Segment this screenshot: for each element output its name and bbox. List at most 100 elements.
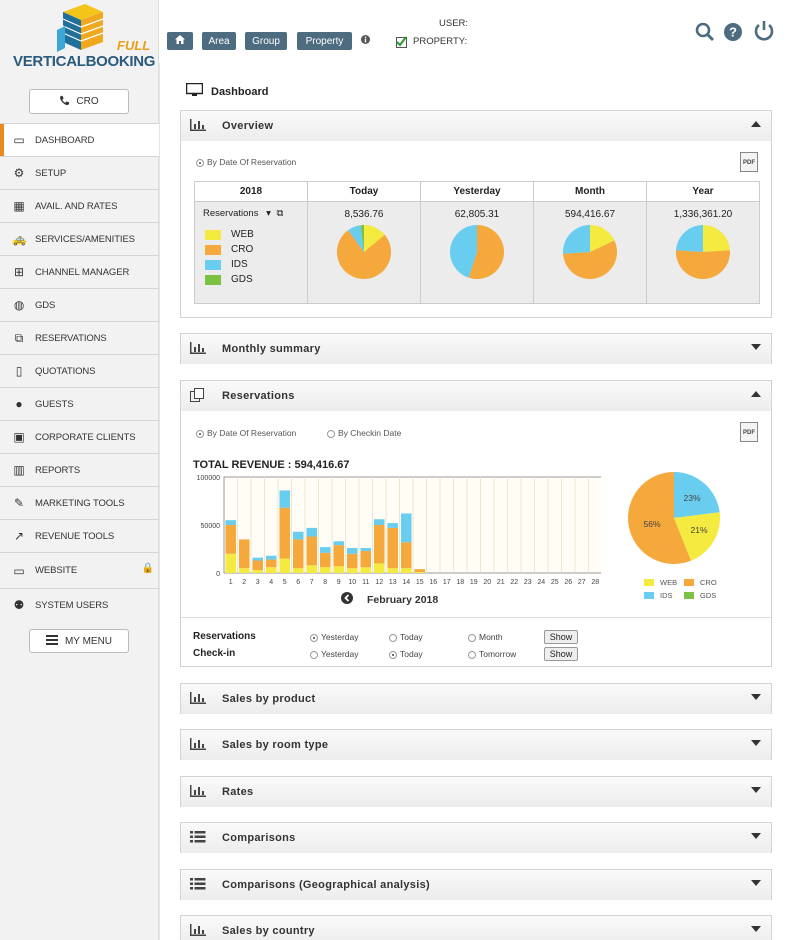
expand-caret-icon[interactable] — [751, 833, 761, 839]
sidebar-item-avail-and-rates[interactable]: ▦ AVAIL. AND RATES — [0, 189, 159, 222]
panel-header[interactable]: Sales by product — [181, 684, 771, 714]
home-button[interactable] — [167, 32, 193, 50]
overview-header[interactable]: Overview — [181, 111, 771, 141]
radio-button[interactable] — [196, 158, 204, 167]
sidebar-item-setup[interactable]: ⚙ SETUP — [0, 156, 159, 189]
pie-slice-cro — [628, 472, 691, 564]
sidebar-item-website[interactable]: ▭ WEBSITE 🔒 — [0, 552, 159, 588]
res-yesterday-option[interactable]: Yesterday — [310, 632, 359, 642]
bar-web-day-13 — [387, 568, 399, 573]
reservations-header[interactable]: Reservations — [181, 381, 771, 411]
radio-button[interactable] — [389, 650, 397, 659]
checkin-yesterday-option[interactable]: Yesterday — [310, 649, 359, 659]
sidebar-item-label: CHANNEL MANAGER — [35, 266, 130, 278]
panel-comparisons: Comparisons — [180, 822, 772, 853]
bar-cro-day-4 — [265, 559, 277, 568]
bar-web-day-5 — [279, 558, 291, 573]
area-button[interactable]: Area — [202, 32, 236, 50]
expand-caret-icon[interactable] — [751, 926, 761, 932]
res-today-option[interactable]: Today — [389, 632, 423, 642]
panel-header[interactable]: Comparisons — [181, 823, 771, 853]
sidebar-item-label: QUOTATIONS — [35, 365, 96, 377]
radio-button[interactable] — [310, 650, 318, 659]
pdf-export-icon[interactable]: PDF — [740, 152, 758, 172]
radio-button[interactable] — [389, 633, 397, 642]
sidebar-item-system-users[interactable]: ⚉ SYSTEM USERS — [0, 588, 159, 621]
radio-button[interactable] — [468, 650, 476, 659]
sidebar-item-revenue-tools[interactable]: ↗ REVENUE TOOLS — [0, 519, 159, 552]
table-icon: ▦ — [13, 199, 25, 213]
sidebar-item-quotations[interactable]: ▯ QUOTATIONS — [0, 354, 159, 387]
pie-slice-cro — [468, 225, 504, 279]
cro-button[interactable]: CRO — [29, 89, 129, 114]
collapse-caret-icon[interactable] — [751, 121, 761, 127]
property-button[interactable]: Property — [297, 32, 352, 50]
panel-header[interactable]: Comparisons (Geographical analysis) — [181, 870, 771, 900]
by-checkin-radio[interactable]: By Checkin Date — [327, 428, 401, 438]
panel-header[interactable]: Rates — [181, 777, 771, 807]
sidebar-item-services-amenities[interactable]: 🚕 SERVICES/AMENITIES — [0, 222, 159, 255]
radio-button[interactable] — [468, 633, 476, 642]
sidebar-item-reservations[interactable]: ⧉ RESERVATIONS — [0, 321, 159, 354]
monitor-icon — [185, 82, 204, 100]
bar-ids-day-1 — [225, 520, 237, 525]
show-reservations-button[interactable]: Show — [544, 630, 578, 644]
help-icon[interactable]: ? — [723, 22, 743, 45]
panel-header[interactable]: Sales by country — [181, 916, 771, 940]
bar-ids-day-9 — [333, 541, 345, 546]
x-tick-label: 17 — [443, 579, 451, 586]
search-icon[interactable] — [695, 22, 715, 45]
bar-web-day-2 — [238, 568, 250, 573]
sidebar-item-corporate-clients[interactable]: ▣ CORPORATE CLIENTS — [0, 420, 159, 453]
bar-web-day-14 — [400, 568, 412, 573]
overview-radio[interactable]: By Date Of Reservation — [196, 157, 296, 167]
res-month-option[interactable]: Month — [468, 632, 503, 642]
sidebar-item-label: SETUP — [35, 167, 67, 179]
expand-caret-icon[interactable] — [751, 344, 761, 350]
monthly-summary-header[interactable]: Monthly summary — [181, 334, 771, 364]
sidebar-item-gds[interactable]: ◍ GDS — [0, 288, 159, 321]
phone-icon — [59, 95, 70, 109]
radio-button[interactable] — [196, 429, 204, 438]
expand-caret-icon[interactable] — [751, 787, 761, 793]
radio-button[interactable] — [327, 429, 335, 438]
property-checkbox[interactable] — [396, 36, 407, 48]
expand-caret-icon[interactable] — [751, 694, 761, 700]
expand-caret-icon[interactable] — [751, 880, 761, 886]
panel-header[interactable]: Sales by room type — [181, 730, 771, 760]
pdf-export-icon[interactable]: PDF — [740, 422, 758, 442]
x-tick-label: 27 — [578, 579, 586, 586]
sidebar-item-marketing-tools[interactable]: ✎ MARKETING TOOLS — [0, 486, 159, 519]
my-menu-button[interactable]: MY MENU — [29, 629, 129, 653]
collapse-caret-icon[interactable] — [751, 391, 761, 397]
sidebar-item-channel-manager[interactable]: ⊞ CHANNEL MANAGER — [0, 255, 159, 288]
option-label: Today — [400, 632, 423, 642]
copy-icon[interactable]: ⧉ — [276, 208, 284, 219]
sidebar-item-reports[interactable]: ▥ REPORTS — [0, 453, 159, 486]
legend-label: WEB — [231, 229, 254, 240]
main-content: Dashboard Overview By Date Of Reservatio… — [159, 63, 791, 940]
legend-cell: Reservations ▾ ⧉ WEB CRO IDS GDS — [194, 201, 308, 304]
expand-caret-icon[interactable] — [751, 740, 761, 746]
power-icon[interactable] — [753, 19, 775, 44]
legend-item: WEB — [205, 229, 307, 240]
pie-slice-ids — [348, 225, 364, 252]
reservations-selector[interactable]: Reservations ▾ ⧉ — [203, 208, 307, 219]
show-checkin-button[interactable]: Show — [544, 647, 578, 661]
sidebar-item-guests[interactable]: ● GUESTS — [0, 387, 159, 420]
bar-ids-day-8 — [319, 547, 331, 553]
bar-chart-icon — [190, 691, 208, 707]
info-icon[interactable] — [361, 35, 370, 47]
sidebar-item-dashboard[interactable]: ▭ DASHBOARD — [0, 123, 159, 156]
overview-legend: WEB CRO IDS GDS — [195, 229, 307, 285]
checkin-today-option[interactable]: Today — [389, 649, 423, 659]
prev-month-icon[interactable] — [341, 592, 353, 607]
x-tick-label: 11 — [362, 579, 369, 586]
radio-button[interactable] — [310, 633, 318, 642]
by-reservation-radio[interactable]: By Date Of Reservation — [196, 428, 296, 438]
checkin-tomorrow-option[interactable]: Tomorrow — [468, 649, 516, 659]
bar-chart-icon — [190, 341, 208, 357]
vertical-booking-logo[interactable]: FULL VERTICALBOOKING 3.0 — [10, 0, 179, 75]
x-tick-label: 28 — [591, 579, 599, 586]
group-button[interactable]: Group — [245, 32, 287, 50]
